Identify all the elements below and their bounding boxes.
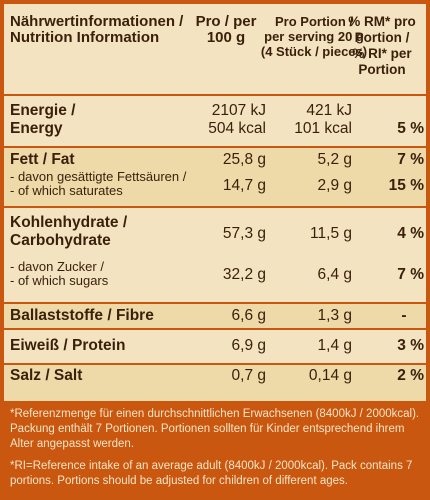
- footnote-de: *Referenzmenge für einen durchschnittlic…: [10, 408, 420, 450]
- row-carbohydrate: Kohlenhydrate / Carbohydrate 57,3 g 11,5…: [4, 208, 426, 302]
- sugars-label: - davon Zucker / - of which sugars: [10, 259, 109, 288]
- carbohydrate-ri: 4 %: [397, 225, 424, 242]
- carbohydrate-serving: 11,5 g: [310, 225, 352, 242]
- sugars-serving: 6,4 g: [317, 266, 352, 283]
- salt-label: Salz / Salt: [10, 367, 83, 384]
- protein-serving: 1,4 g: [317, 337, 352, 354]
- header-per-serving: Pro Portion / per serving 20 g (4 Stück …: [260, 14, 368, 59]
- carbohydrate-label: Kohlenhydrate / Carbohydrate: [10, 214, 128, 249]
- saturates-ri: 15 %: [388, 177, 424, 194]
- sugars-per100: 32,2 g: [222, 266, 266, 283]
- energy-label: Energie / Energy: [10, 102, 76, 137]
- fibre-label: Ballaststoffe / Fibre: [10, 307, 154, 324]
- fibre-ri: -: [401, 307, 407, 324]
- saturates-serving: 2,9 g: [317, 177, 352, 194]
- footnote: *Referenzmenge für einen durchschnittlic…: [4, 405, 426, 496]
- saturates-per100: 14,7 g: [222, 177, 266, 194]
- sugars-ri: 7 %: [397, 266, 424, 283]
- fibre-serving: 1,3 g: [317, 307, 352, 324]
- salt-per100: 0,7 g: [231, 367, 266, 384]
- row-protein: Eiweiß / Protein 6,9 g 1,4 g 3 %: [4, 330, 426, 363]
- footnote-en: *RI=Reference intake of an average adult…: [10, 460, 413, 487]
- header-ri-percent: % RM* pro Portion / % RI* per Portion: [348, 14, 416, 77]
- row-salt: Salz / Salt 0,7 g 0,14 g 2 %: [4, 365, 426, 401]
- row-energy: Energie / Energy 2107 kJ 504 kcal 421 kJ…: [4, 96, 426, 146]
- energy-per100: 2107 kJ 504 kcal: [208, 102, 266, 137]
- saturates-label: - davon gesättigte Fettsäuren / - of whi…: [10, 169, 187, 198]
- salt-ri: 2 %: [397, 367, 424, 384]
- fat-serving: 5,2 g: [317, 151, 352, 168]
- header-nutrition-info: Nährwertinformationen / Nutrition Inform…: [10, 13, 184, 46]
- row-fibre: Ballaststoffe / Fibre 6,6 g 1,3 g -: [4, 304, 426, 328]
- salt-serving: 0,14 g: [308, 367, 352, 384]
- table-header: Nährwertinformationen / Nutrition Inform…: [4, 4, 426, 94]
- fat-ri: 7 %: [397, 151, 424, 168]
- fibre-per100: 6,6 g: [231, 307, 266, 324]
- protein-per100: 6,9 g: [231, 337, 266, 354]
- energy-serving: 421 kJ 101 kcal: [294, 102, 352, 137]
- fat-label: Fett / Fat: [10, 151, 75, 168]
- protein-ri: 3 %: [397, 337, 424, 354]
- energy-ri: 5 %: [397, 120, 424, 137]
- row-fat: Fett / Fat 25,8 g 5,2 g 7 % - davon gesä…: [4, 148, 426, 206]
- protein-label: Eiweiß / Protein: [10, 337, 126, 354]
- fat-per100: 25,8 g: [222, 151, 266, 168]
- carbohydrate-per100: 57,3 g: [222, 225, 266, 242]
- header-per-100g: Pro / per 100 g: [195, 13, 257, 46]
